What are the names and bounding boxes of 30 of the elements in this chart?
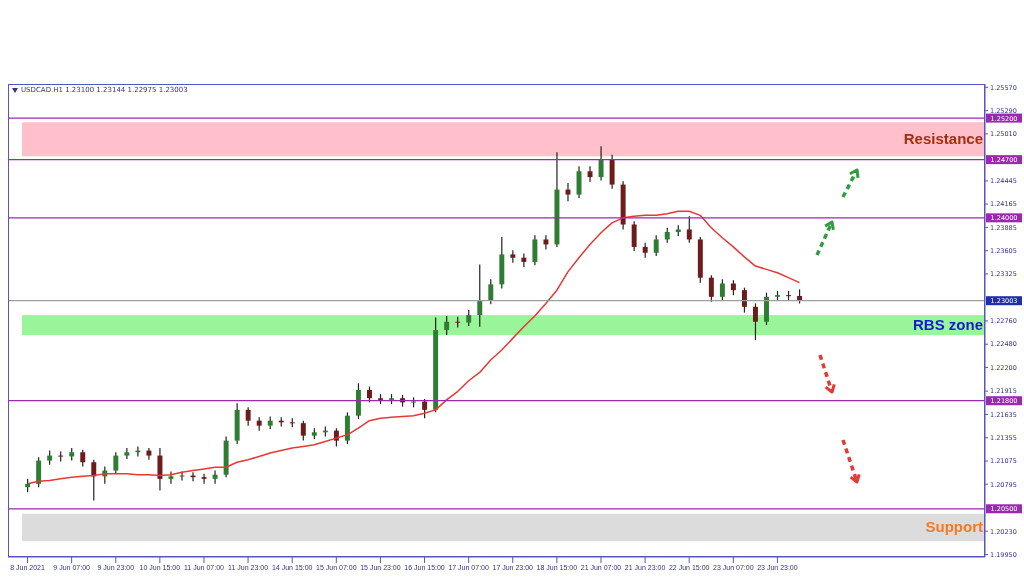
candlestick [113,451,119,475]
candlestick [543,234,549,251]
candlestick [653,234,659,257]
candlestick [300,420,306,442]
candlestick [708,274,714,303]
band-label: Resistance [903,130,983,148]
candlestick [444,315,450,336]
candlestick [212,469,218,485]
candlestick [488,278,494,305]
candlestick [146,447,152,461]
candlestick [719,278,725,301]
band-label: Support [925,518,983,536]
candlestick [124,447,130,460]
candlestick [157,447,163,492]
candlestick [477,263,483,328]
candlestick [752,302,758,341]
candlestick [36,456,42,488]
candlestick [422,398,428,419]
candlestick [532,234,538,266]
candlestick [91,459,97,502]
candlestick [201,473,207,485]
candlestick [741,287,747,314]
candlestick [587,165,593,183]
candlestick [168,470,174,485]
candlestick [631,220,637,252]
candlestick [686,215,692,244]
candlestick [245,406,251,427]
band-label: RBS zone [912,316,983,334]
candlestick [521,252,527,268]
candlestick [598,145,604,182]
